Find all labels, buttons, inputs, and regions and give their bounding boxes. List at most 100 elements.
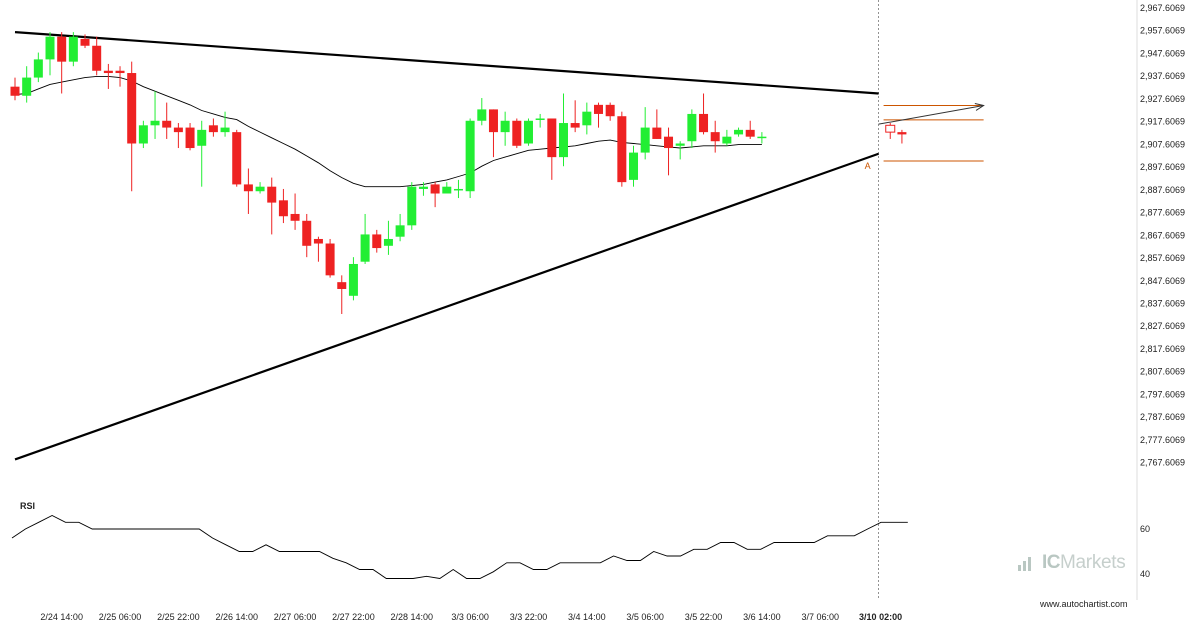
brand-ic-text: IC	[1042, 552, 1061, 573]
price-tick-label: 2,837.6069	[1140, 299, 1185, 309]
candle-body	[232, 132, 242, 185]
candle-body	[290, 213, 300, 221]
candle-body	[243, 184, 253, 192]
projection-arrow-line	[878, 105, 984, 125]
rsi-tick-label: 60	[1140, 524, 1150, 534]
price-tick-label: 2,767.6069	[1140, 458, 1185, 468]
candle-body	[418, 186, 428, 189]
candle-body	[570, 123, 580, 128]
current-candle-2-body	[897, 132, 907, 135]
candle-body	[10, 86, 20, 96]
candle-body	[92, 45, 102, 71]
price-tick-label: 2,857.6069	[1140, 253, 1185, 263]
candle-body	[512, 120, 522, 146]
candle-body	[302, 220, 312, 246]
candle-body	[710, 132, 720, 142]
rsi-label: RSI	[20, 501, 35, 511]
candle-body	[675, 143, 685, 146]
candle-body	[348, 263, 358, 296]
price-tick-label: 2,897.6069	[1140, 162, 1185, 172]
price-tick-label: 2,917.6069	[1140, 117, 1185, 127]
trendline-support	[14, 152, 879, 461]
candle-body	[138, 125, 148, 144]
price-tick-label: 2,937.6069	[1140, 71, 1185, 81]
candle-body	[45, 36, 55, 60]
candle-body	[127, 73, 137, 144]
candle-body	[337, 282, 347, 289]
price-tick-label: 2,807.6069	[1140, 367, 1185, 377]
candle-body	[185, 127, 195, 149]
price-tick-label: 2,847.6069	[1140, 276, 1185, 286]
candle-body	[687, 113, 697, 142]
candle-body	[664, 136, 674, 149]
projection-arrow-head	[974, 103, 985, 111]
price-tick-label: 2,907.6069	[1140, 139, 1185, 149]
candle-body	[208, 125, 218, 133]
candle-body	[582, 111, 592, 126]
rsi-line	[11, 514, 908, 579]
candle-body	[162, 120, 172, 128]
candle-body	[103, 70, 113, 74]
time-tick-label: 2/25 06:00	[99, 612, 142, 622]
candle-body	[558, 123, 568, 158]
candle-body	[197, 129, 207, 146]
candle-body	[173, 127, 183, 133]
brand-logo: IC Markets	[1018, 551, 1126, 575]
time-tick-label: 2/25 22:00	[157, 612, 200, 622]
candle-body	[150, 120, 160, 126]
candle-body	[57, 36, 67, 62]
candle-body	[605, 104, 615, 117]
candle-body	[115, 70, 125, 74]
bar-chart-icon	[1018, 555, 1038, 571]
time-tick-label: 2/28 14:00	[391, 612, 434, 622]
price-tick-label: 2,887.6069	[1140, 185, 1185, 195]
time-tick-label: 3/4 14:00	[568, 612, 606, 622]
candle-body	[22, 77, 32, 96]
candle-body	[488, 109, 498, 133]
candle-body	[523, 120, 533, 144]
price-tick-label: 2,777.6069	[1140, 435, 1185, 445]
brand-markets-text: Markets	[1060, 552, 1126, 573]
candle-body	[617, 116, 627, 183]
candle-body	[640, 127, 650, 153]
candle-body	[652, 127, 662, 139]
candle-body	[734, 129, 744, 135]
price-tick-label: 2,957.6069	[1140, 26, 1185, 36]
time-tick-label: 3/5 22:00	[685, 612, 723, 622]
time-tick-label: 3/10 02:00	[859, 612, 902, 622]
price-tick-label: 2,947.6069	[1140, 48, 1185, 58]
time-tick-label: 2/26 14:00	[215, 612, 258, 622]
candle-body	[757, 136, 767, 139]
candle-body	[453, 188, 463, 191]
time-tick-label: 3/3 22:00	[510, 612, 548, 622]
time-tick-label: 3/3 06:00	[451, 612, 489, 622]
candle-body	[699, 113, 709, 133]
candle-body	[372, 234, 382, 249]
candle-body	[220, 127, 230, 133]
price-tick-label: 2,967.6069	[1140, 3, 1185, 13]
candle-body	[395, 225, 405, 237]
current-candle-body	[885, 124, 896, 133]
time-tick-label: 2/27 06:00	[274, 612, 317, 622]
candle-body	[407, 186, 417, 226]
candle-body	[500, 120, 510, 133]
price-tick-label: 2,787.6069	[1140, 412, 1185, 422]
candle-body	[278, 200, 288, 217]
candle-body	[383, 238, 393, 246]
time-tick-label: 2/27 22:00	[332, 612, 375, 622]
candle-body	[313, 238, 323, 244]
footer-url: www.autochartist.com	[1040, 599, 1128, 609]
candle-body	[80, 38, 90, 46]
candle-body	[535, 118, 545, 120]
candle-body	[442, 186, 452, 194]
candle-body	[430, 184, 440, 194]
candle-body	[477, 109, 487, 121]
trendline-resistance	[14, 31, 879, 95]
candle-body	[267, 186, 277, 203]
pattern-label: A	[865, 161, 871, 171]
time-tick-label: 2/24 14:00	[40, 612, 83, 622]
rsi-tick-label: 40	[1140, 569, 1150, 579]
candle-body	[255, 186, 265, 192]
